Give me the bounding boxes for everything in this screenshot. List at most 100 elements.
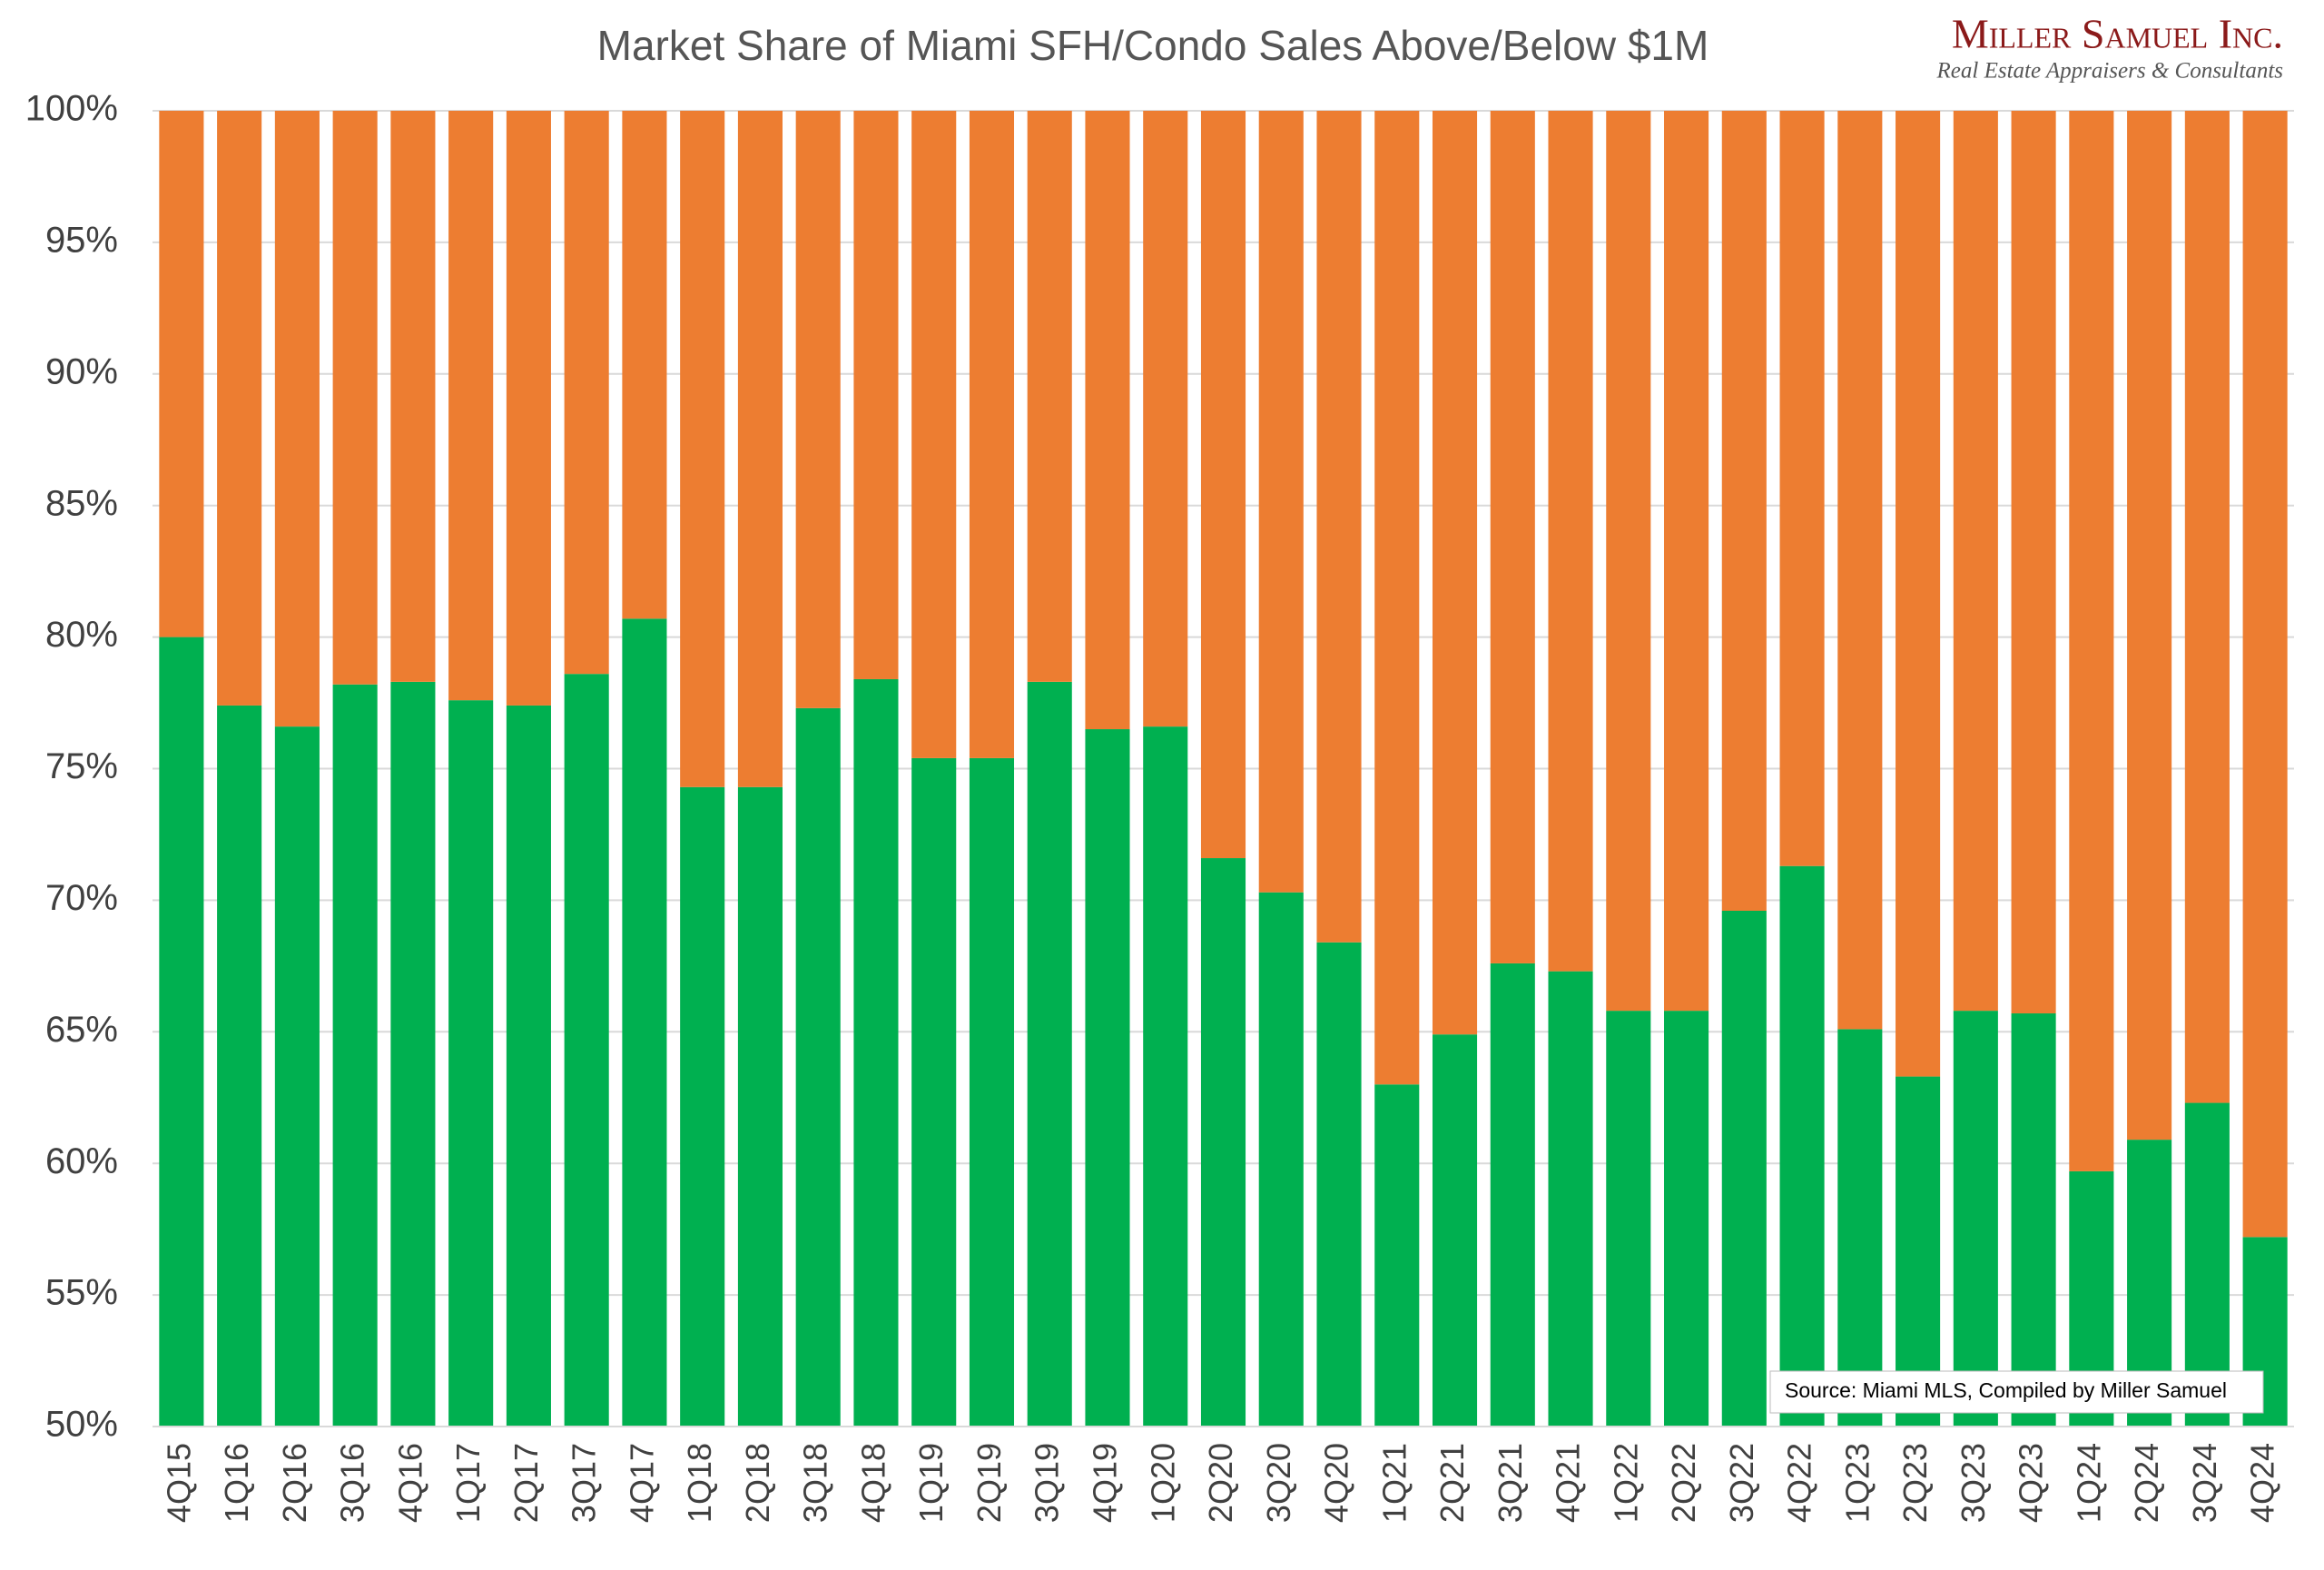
x-tick-label: 3Q17	[566, 1443, 603, 1523]
x-tick-label: 1Q16	[218, 1443, 255, 1523]
bar-segment	[911, 757, 957, 1427]
y-tick-label: 100%	[25, 89, 118, 129]
x-tick-label: 2Q20	[1202, 1443, 1239, 1523]
bar-segment	[564, 111, 609, 675]
x-tick-label: 4Q21	[1550, 1443, 1587, 1523]
bar-segment	[274, 726, 320, 1427]
x-tick-label: 4Q16	[391, 1443, 428, 1523]
x-tick-label: 1Q18	[681, 1443, 718, 1523]
x-tick-label: 4Q23	[2013, 1443, 2050, 1523]
bar-segment	[1779, 865, 1825, 1427]
x-tick-label: 1Q23	[1838, 1443, 1876, 1523]
x-tick-label: 3Q24	[2186, 1443, 2223, 1523]
bar-segment	[1200, 858, 1246, 1427]
x-tick-label: 2Q23	[1896, 1443, 1934, 1523]
y-tick-label: 50%	[45, 1405, 118, 1445]
bar-segment	[1779, 111, 1825, 866]
bar-segment	[795, 111, 841, 708]
bar-segment	[737, 786, 783, 1427]
bar-segment	[1606, 1011, 1651, 1427]
bar-segment	[448, 111, 494, 701]
bar-segment	[1143, 111, 1188, 727]
x-tick-label: 1Q22	[1607, 1443, 1644, 1523]
bar-segment	[1721, 910, 1767, 1427]
bar-segment	[2011, 111, 2056, 1014]
bar-segment	[332, 111, 378, 685]
x-tick-label: 4Q19	[1087, 1443, 1124, 1523]
bar-segment	[390, 111, 436, 682]
bar-segment	[622, 111, 667, 619]
bar-segment	[1953, 111, 1998, 1012]
bar-segment	[2011, 1013, 2056, 1427]
x-tick-label: 3Q18	[797, 1443, 834, 1523]
x-tick-label: 3Q20	[1260, 1443, 1297, 1523]
bar-segment	[1027, 681, 1072, 1427]
bar-segment	[1200, 111, 1246, 859]
bar-segment	[1432, 111, 1478, 1035]
y-tick-label: 95%	[45, 220, 118, 260]
x-tick-label: 1Q21	[1375, 1443, 1413, 1523]
bar-segment	[2127, 111, 2172, 1140]
bar-segment	[1606, 111, 1651, 1012]
bar-segment	[390, 681, 436, 1427]
x-tick-label: 4Q15	[160, 1443, 197, 1523]
bar-segment	[274, 111, 320, 727]
bar-segment	[795, 707, 841, 1427]
x-tick-label: 1Q17	[449, 1443, 487, 1523]
bar-segment	[1374, 1084, 1420, 1427]
bar-segment	[1432, 1034, 1478, 1427]
bar-segment	[622, 618, 667, 1427]
bar-segment	[506, 705, 551, 1427]
bar-segment	[1085, 729, 1130, 1427]
x-tick-label: 1Q20	[1144, 1443, 1181, 1523]
bar-segment	[564, 674, 609, 1427]
bar-segment	[969, 757, 1015, 1427]
bar-segment	[737, 111, 783, 787]
bar-segment	[1490, 111, 1535, 963]
bar-segment	[332, 684, 378, 1427]
bar-segment	[1896, 111, 1941, 1077]
y-tick-label: 85%	[45, 483, 118, 523]
bar-segment	[1027, 111, 1072, 682]
y-tick-label: 60%	[45, 1141, 118, 1181]
x-tick-label: 1Q19	[912, 1443, 950, 1523]
y-tick-label: 80%	[45, 615, 118, 655]
x-tick-label: 3Q16	[334, 1443, 371, 1523]
x-tick-label: 4Q17	[623, 1443, 660, 1523]
bar-segment	[217, 705, 262, 1427]
bar-segment	[2242, 111, 2288, 1238]
bar-segment	[1837, 1029, 1883, 1427]
bar-segment	[853, 678, 899, 1427]
x-tick-label: 2Q17	[507, 1443, 545, 1523]
bar-segment	[1316, 111, 1362, 943]
bar-segment	[1896, 1076, 1941, 1427]
bar-segment	[1258, 111, 1304, 893]
y-tick-label: 65%	[45, 1010, 118, 1050]
bar-segment	[448, 700, 494, 1427]
x-tick-label: 4Q18	[854, 1443, 891, 1523]
y-tick-label: 70%	[45, 878, 118, 918]
y-tick-label: 90%	[45, 351, 118, 391]
bar-segment	[1664, 1011, 1709, 1427]
bar-segment	[1258, 892, 1304, 1427]
bar-segment	[1143, 726, 1188, 1427]
x-tick-label: 2Q22	[1665, 1443, 1702, 1523]
bar-segment	[2069, 111, 2114, 1171]
x-tick-label: 1Q24	[2070, 1443, 2107, 1523]
x-tick-label: 2Q21	[1433, 1443, 1471, 1523]
x-tick-label: 2Q16	[276, 1443, 313, 1523]
plot-area: 50% 55% 60% 65% 70% 75% 80% 85% 90% 95% 100% 4Q15 1Q…	[25, 89, 2294, 1523]
x-tick-label: 2Q19	[970, 1443, 1008, 1523]
x-tick-label: 3Q22	[1723, 1443, 1760, 1523]
bar-segment	[1548, 971, 1593, 1427]
y-tick-label: 75%	[45, 746, 118, 786]
bar-segment	[159, 111, 204, 637]
bar-segment	[1664, 111, 1709, 1012]
x-tick-label: 4Q22	[1781, 1443, 1818, 1523]
bar-segment	[159, 637, 204, 1427]
bar-segment	[217, 111, 262, 706]
bar-segment	[680, 111, 725, 787]
x-tick-label: 3Q23	[1955, 1443, 1992, 1523]
bar-segment	[1548, 111, 1593, 972]
